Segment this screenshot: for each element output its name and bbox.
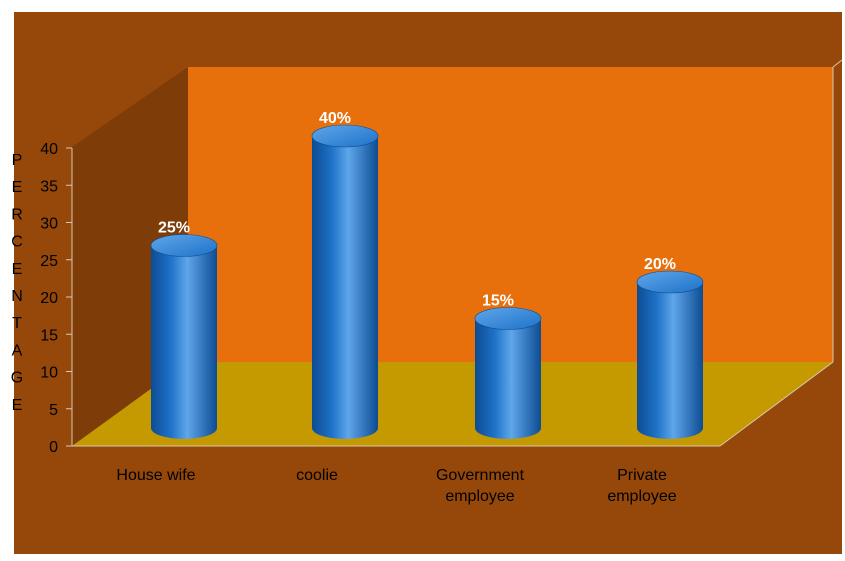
y-axis-title-letter: E (12, 179, 23, 196)
data-label: 40% (319, 110, 351, 127)
x-tick-label: Private employee (607, 467, 676, 505)
y-tick-label: 25 (40, 253, 58, 270)
y-axis-ticks: 0 5 10 15 20 25 30 35 40 (40, 141, 72, 456)
x-tick-label-line: coolie (296, 467, 338, 484)
bar-top (311, 124, 379, 148)
bar-top (474, 307, 542, 330)
x-tick-label: coolie (296, 467, 338, 484)
bar: 40% (311, 110, 379, 439)
back-wall-right-top (832, 59, 843, 68)
y-tick-label: 0 (49, 439, 58, 456)
bar-top (636, 270, 704, 294)
bar-body (151, 245, 217, 439)
bar-body (637, 282, 703, 439)
bar: 15% (474, 293, 542, 439)
x-tick-label-line: Private (617, 467, 667, 484)
bar: 25% (150, 220, 218, 439)
y-axis-title-letter: N (11, 288, 23, 305)
x-axis-labels: House wife coolie GovernmentemployeePrivat… (116, 467, 676, 505)
y-axis-title-letter: G (11, 370, 23, 387)
bar-body (475, 318, 541, 439)
data-label: 25% (158, 220, 190, 237)
bars: 25% 40% 15% 20% (150, 110, 704, 439)
y-axis-title-letter: A (12, 342, 23, 359)
y-axis-title-letter: R (11, 206, 23, 223)
y-tick-label: 35 (40, 178, 58, 195)
y-axis-title-letter: C (11, 234, 23, 251)
x-tick-label-line: employee (445, 488, 514, 505)
y-axis-title-letter: T (12, 315, 22, 332)
y-tick-label: 20 (40, 290, 58, 307)
y-axis-title-letter: E (12, 261, 23, 278)
floor-right-edge (719, 361, 834, 447)
y-axis-title-letter: P (12, 152, 23, 169)
y-axis-title-letter: E (12, 397, 23, 414)
x-tick-label: House wife (116, 467, 195, 484)
y-tick-label: 15 (40, 327, 58, 344)
x-tick-label: Government employee (436, 467, 525, 505)
y-tick-label: 10 (40, 365, 58, 382)
x-tick-label-line: House wife (116, 467, 195, 484)
y-tick-label: 40 (40, 141, 58, 158)
bar: 20% (636, 256, 704, 439)
data-label: 15% (482, 293, 514, 310)
bar-body (312, 136, 378, 439)
x-tick-label-line: employee (607, 488, 676, 505)
x-tick-label-line: Government (436, 467, 525, 484)
y-tick-label: 30 (40, 216, 58, 233)
data-label: 20% (644, 256, 676, 273)
bar-top (150, 234, 218, 257)
y-tick-label: 5 (49, 402, 58, 419)
